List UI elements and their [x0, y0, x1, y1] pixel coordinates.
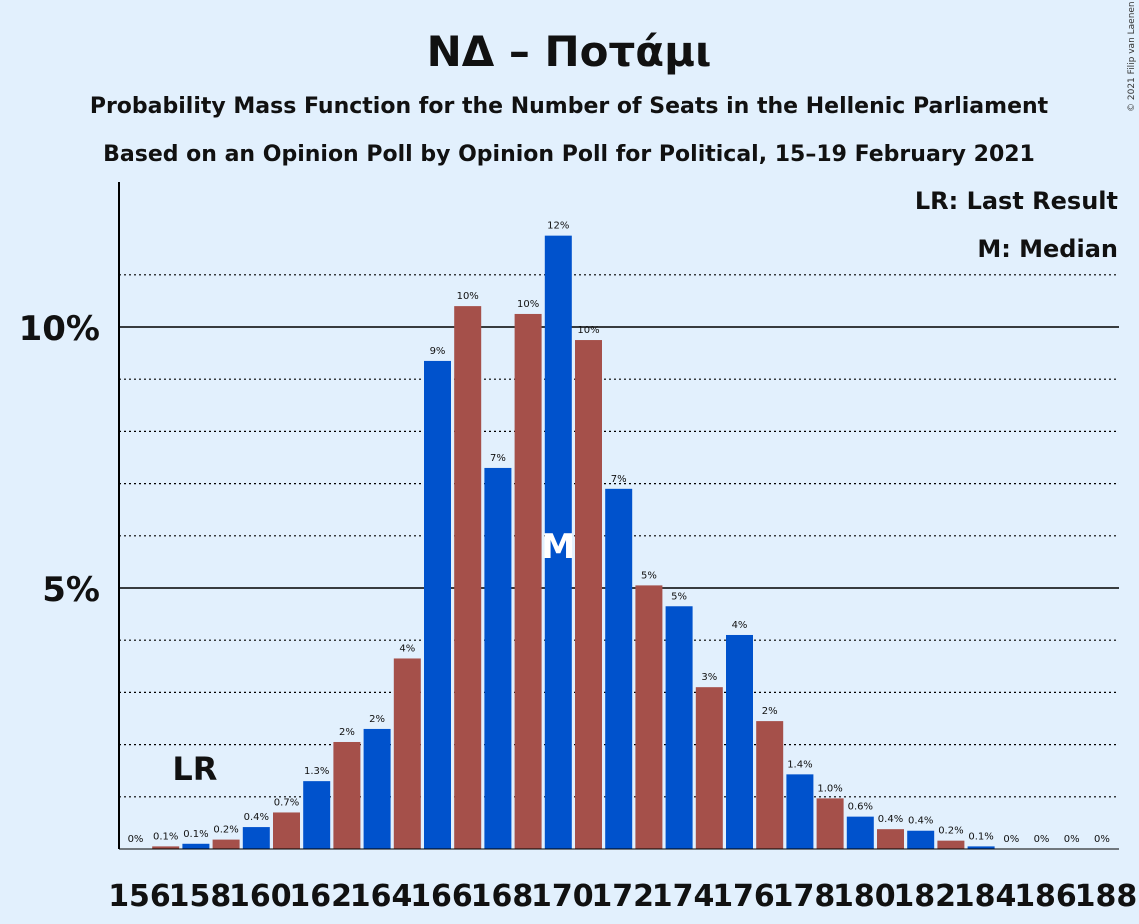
- x-tick-label: 188: [1075, 879, 1138, 914]
- bars: [152, 235, 995, 849]
- bar-seats-169: [514, 313, 542, 849]
- bar-seats-160: [242, 827, 270, 849]
- x-tick-label: 174: [652, 879, 715, 914]
- bar-label-178: 1.4%: [787, 759, 812, 770]
- bar-label-166: 9%: [430, 346, 446, 357]
- bar-seats-182: [907, 830, 935, 849]
- chart-title: ΝΔ – Ποτάμι: [427, 27, 712, 76]
- y-tick-label: 10%: [19, 309, 100, 349]
- bar-label-180: 0.6%: [848, 802, 873, 813]
- bar-seats-159: [212, 839, 240, 849]
- chart-subtitle-2: Based on an Opinion Poll by Opinion Poll…: [103, 142, 1035, 167]
- x-tick-label: 182: [893, 879, 956, 914]
- x-tick-label: 158: [169, 879, 232, 914]
- bar-seats-173: [635, 585, 663, 849]
- bar-label-183: 0.2%: [938, 826, 963, 837]
- x-tick-label: 172: [591, 879, 654, 914]
- x-tick-label: 186: [1014, 879, 1077, 914]
- legend-median: M: Median: [977, 235, 1118, 263]
- x-tick-label: 180: [833, 879, 896, 914]
- x-tick-label: 166: [410, 879, 473, 914]
- y-tick-label: 5%: [42, 570, 100, 610]
- bar-label-181: 0.4%: [878, 814, 903, 825]
- x-tick-label: 184: [954, 879, 1017, 914]
- bar-label-163: 2%: [339, 727, 355, 738]
- bar-seats-183: [937, 840, 965, 849]
- median-marker: M: [541, 527, 575, 567]
- bar-seats-172: [605, 488, 633, 849]
- bar-label-162: 1.3%: [304, 766, 329, 777]
- bar-seats-184: [967, 846, 995, 849]
- bar-label-159: 0.2%: [213, 825, 238, 836]
- copyright-text: © 2021 Filip van Laenen: [1127, 1, 1137, 112]
- bar-label-184: 0.1%: [968, 831, 993, 842]
- bar-seats-175: [695, 687, 723, 849]
- bar-label-171: 10%: [577, 325, 599, 336]
- bar-seats-165: [393, 658, 421, 849]
- bar-seats-179: [816, 798, 844, 849]
- chart-subtitle: Probability Mass Function for the Number…: [90, 94, 1049, 119]
- x-tick-label: 168: [471, 879, 534, 914]
- bar-label-156: 0%: [128, 834, 144, 845]
- bar-seats-178: [786, 774, 814, 849]
- x-tick-label: 162: [289, 879, 352, 914]
- bar-label-176: 4%: [732, 620, 748, 631]
- bar-seats-180: [846, 816, 874, 849]
- bar-label-161: 0.7%: [274, 797, 299, 808]
- bar-seats-157: [152, 846, 180, 849]
- x-tick-label: 156: [108, 879, 171, 914]
- bar-label-188: 0%: [1094, 834, 1110, 845]
- bar-value-labels: 0% 0.1% 0.1% 0.2% 0.4% 0.7% 1.3% 2% 2% 4% 9% 10% 7% 1…: [128, 221, 1110, 845]
- bar-label-158: 0.1%: [183, 829, 208, 840]
- x-tick-label: 164: [350, 879, 413, 914]
- bar-seats-176: [726, 634, 753, 849]
- bar-seats-166: [424, 360, 451, 849]
- bar-label-185: 0%: [1003, 834, 1019, 845]
- bar-seats-174: [665, 606, 693, 849]
- bar-seats-177: [756, 721, 784, 849]
- bar-label-187: 0%: [1064, 834, 1080, 845]
- x-tick-label: 160: [229, 879, 292, 914]
- bar-label-173: 5%: [641, 570, 657, 581]
- y-axis-ticks: 5% 10%: [19, 309, 100, 610]
- bar-seats-181: [877, 829, 904, 849]
- bar-label-160: 0.4%: [244, 812, 269, 823]
- bar-label-169: 10%: [517, 299, 539, 310]
- bar-seats-162: [303, 781, 331, 849]
- x-tick-label: 178: [773, 879, 836, 914]
- bar-seats-171: [575, 340, 602, 849]
- bar-label-170: 12%: [547, 221, 569, 232]
- bar-seats-167: [454, 306, 482, 849]
- legend-last-result: LR: Last Result: [915, 187, 1118, 215]
- bar-label-168: 7%: [490, 453, 506, 464]
- bar-label-179: 1.0%: [817, 783, 842, 794]
- bar-seats-170: [544, 235, 572, 849]
- bar-seats-161: [273, 812, 300, 849]
- bar-label-182: 0.4%: [908, 816, 933, 827]
- bar-seats-168: [484, 467, 512, 849]
- x-tick-label: 176: [712, 879, 775, 914]
- bar-label-186: 0%: [1034, 834, 1050, 845]
- bar-label-172: 7%: [611, 474, 627, 485]
- bar-label-167: 10%: [457, 291, 479, 302]
- bar-seats-163: [333, 741, 361, 849]
- x-tick-label: 170: [531, 879, 594, 914]
- bar-label-174: 5%: [671, 591, 687, 602]
- x-axis-ticks: 1561581601621641661681701721741761781801…: [108, 879, 1137, 914]
- bar-label-177: 2%: [762, 706, 778, 717]
- bar-label-175: 3%: [701, 672, 717, 683]
- markers: LR M: [172, 527, 575, 788]
- bar-seats-164: [363, 728, 391, 849]
- bar-label-164: 2%: [369, 714, 385, 725]
- bar-label-157: 0.1%: [153, 831, 178, 842]
- last-result-marker: LR: [172, 750, 217, 788]
- bar-label-165: 4%: [399, 643, 415, 654]
- bar-seats-158: [182, 843, 210, 849]
